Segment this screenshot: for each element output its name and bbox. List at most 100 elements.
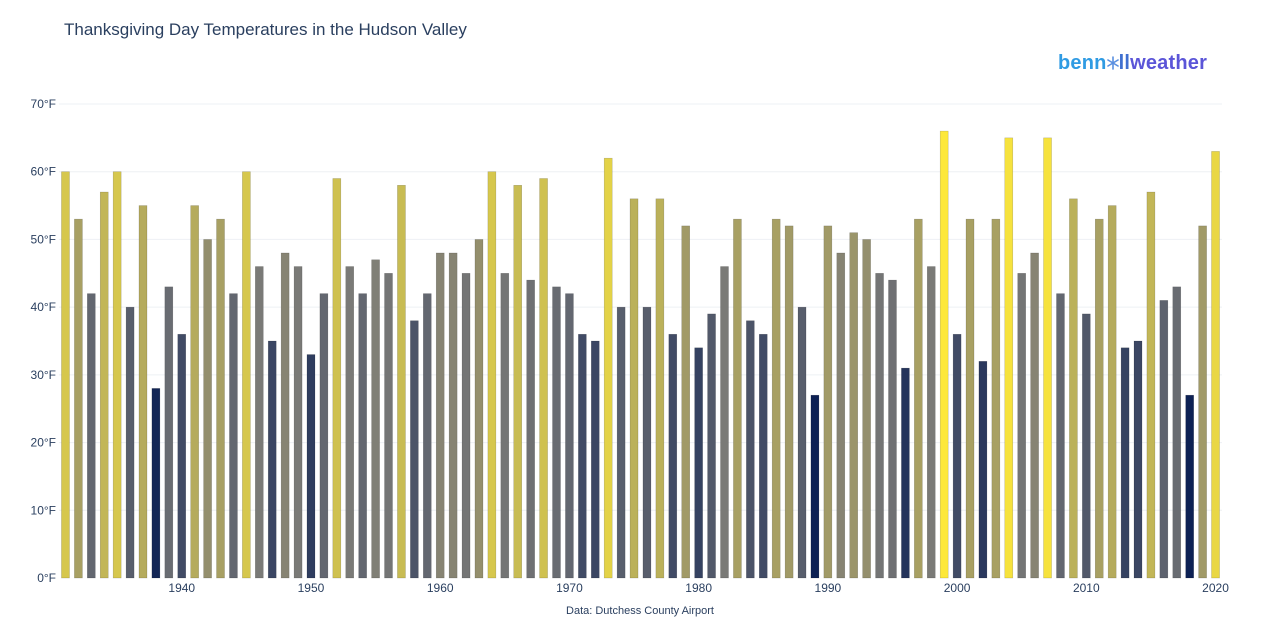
y-tick-label: 0°F	[37, 571, 56, 585]
bar-1965[interactable]	[500, 273, 510, 579]
bar-1960[interactable]	[435, 252, 445, 579]
bar-1995[interactable]	[888, 279, 897, 579]
y-tick-label: 20°F	[31, 436, 56, 450]
bar-1938[interactable]	[151, 388, 161, 579]
brand-part-1: benn	[1058, 52, 1107, 74]
bar-2006[interactable]	[1030, 252, 1039, 579]
bar-2000[interactable]	[952, 333, 962, 579]
bar-2011[interactable]	[1094, 218, 1104, 579]
bar-1950[interactable]	[306, 354, 316, 579]
bar-1947[interactable]	[267, 340, 277, 579]
bar-1931[interactable]	[61, 171, 70, 579]
bar-1984[interactable]	[746, 320, 755, 579]
y-tick-label: 70°F	[31, 97, 56, 111]
bar-1989[interactable]	[810, 394, 820, 579]
bar-2007[interactable]	[1043, 137, 1052, 579]
bar-1986[interactable]	[771, 218, 781, 579]
bar-1955[interactable]	[371, 259, 380, 579]
bar-1942[interactable]	[203, 239, 212, 579]
bar-1983[interactable]	[733, 218, 742, 579]
bar-1999[interactable]	[939, 130, 949, 579]
bar-2014[interactable]	[1133, 340, 1143, 579]
bar-1981[interactable]	[707, 313, 716, 579]
y-tick-label: 40°F	[31, 300, 56, 314]
bar-1951[interactable]	[319, 293, 329, 579]
bar-1990[interactable]	[823, 225, 833, 579]
bar-1949[interactable]	[293, 266, 303, 579]
bar-1994[interactable]	[875, 273, 884, 579]
bar-1956[interactable]	[384, 273, 393, 579]
bar-1957[interactable]	[397, 185, 406, 579]
bar-1975[interactable]	[629, 198, 639, 579]
bar-1946[interactable]	[255, 266, 264, 579]
bar-1988[interactable]	[797, 306, 807, 579]
bar-1966[interactable]	[513, 185, 522, 579]
bar-1940[interactable]	[177, 333, 187, 579]
bar-1933[interactable]	[87, 293, 96, 579]
bar-2004[interactable]	[1004, 137, 1014, 579]
bar-1943[interactable]	[216, 218, 225, 579]
bar-1997[interactable]	[914, 218, 923, 579]
bar-1980[interactable]	[694, 347, 703, 579]
bar-2016[interactable]	[1159, 300, 1169, 579]
bar-1963[interactable]	[474, 239, 484, 579]
bar-2002[interactable]	[978, 361, 988, 579]
bar-1998[interactable]	[926, 266, 936, 579]
bar-1937[interactable]	[138, 205, 148, 579]
data-source-note: Data: Dutchess County Airport	[566, 605, 714, 617]
bar-1945[interactable]	[242, 171, 251, 579]
bar-1959[interactable]	[423, 293, 432, 579]
bar-2009[interactable]	[1069, 198, 1078, 579]
bar-1974[interactable]	[616, 306, 626, 579]
bar-1952[interactable]	[332, 178, 342, 579]
bar-1992[interactable]	[849, 232, 858, 579]
bar-1935[interactable]	[112, 171, 122, 579]
snowflake-icon	[1106, 56, 1119, 70]
bar-1971[interactable]	[578, 333, 587, 579]
bar-2017[interactable]	[1172, 286, 1182, 579]
bar-1961[interactable]	[448, 252, 458, 579]
bar-1964[interactable]	[487, 171, 497, 579]
gridlines	[59, 103, 1222, 511]
bar-2020[interactable]	[1211, 151, 1220, 579]
bar-1970[interactable]	[565, 293, 574, 579]
bar-2010[interactable]	[1082, 313, 1091, 579]
bar-1953[interactable]	[345, 266, 354, 579]
bar-1967[interactable]	[526, 279, 535, 579]
bar-1932[interactable]	[74, 218, 83, 579]
y-tick-label: 50°F	[31, 232, 56, 246]
bar-1934[interactable]	[99, 191, 109, 579]
bar-1944[interactable]	[229, 293, 238, 579]
bar-1936[interactable]	[125, 306, 135, 579]
bar-1991[interactable]	[836, 252, 846, 579]
bar-1941[interactable]	[190, 205, 199, 579]
bar-1996[interactable]	[901, 367, 910, 579]
bar-1993[interactable]	[862, 239, 871, 579]
bar-2005[interactable]	[1017, 273, 1026, 579]
bar-2015[interactable]	[1146, 191, 1156, 579]
bar-1968[interactable]	[539, 178, 548, 579]
bar-2019[interactable]	[1198, 225, 1207, 579]
bar-1982[interactable]	[720, 266, 729, 579]
bar-1976[interactable]	[642, 306, 652, 579]
bar-1985[interactable]	[759, 333, 768, 579]
bar-1958[interactable]	[410, 320, 419, 579]
bar-1979[interactable]	[681, 225, 690, 579]
bar-1987[interactable]	[784, 225, 794, 579]
bar-2018[interactable]	[1185, 394, 1194, 579]
bar-2001[interactable]	[965, 218, 975, 579]
bar-1939[interactable]	[164, 286, 174, 579]
bar-2008[interactable]	[1056, 293, 1065, 579]
x-tick-label: 1950	[298, 581, 325, 595]
bar-1978[interactable]	[668, 333, 678, 579]
bar-2003[interactable]	[991, 218, 1001, 579]
bar-1977[interactable]	[655, 198, 665, 579]
bar-1969[interactable]	[552, 286, 561, 579]
bar-2013[interactable]	[1120, 347, 1130, 579]
bar-2012[interactable]	[1107, 205, 1117, 579]
bar-1973[interactable]	[603, 157, 613, 579]
bar-1948[interactable]	[280, 252, 290, 579]
bar-1972[interactable]	[591, 340, 600, 579]
bar-1954[interactable]	[358, 293, 367, 579]
bar-1962[interactable]	[461, 273, 471, 579]
